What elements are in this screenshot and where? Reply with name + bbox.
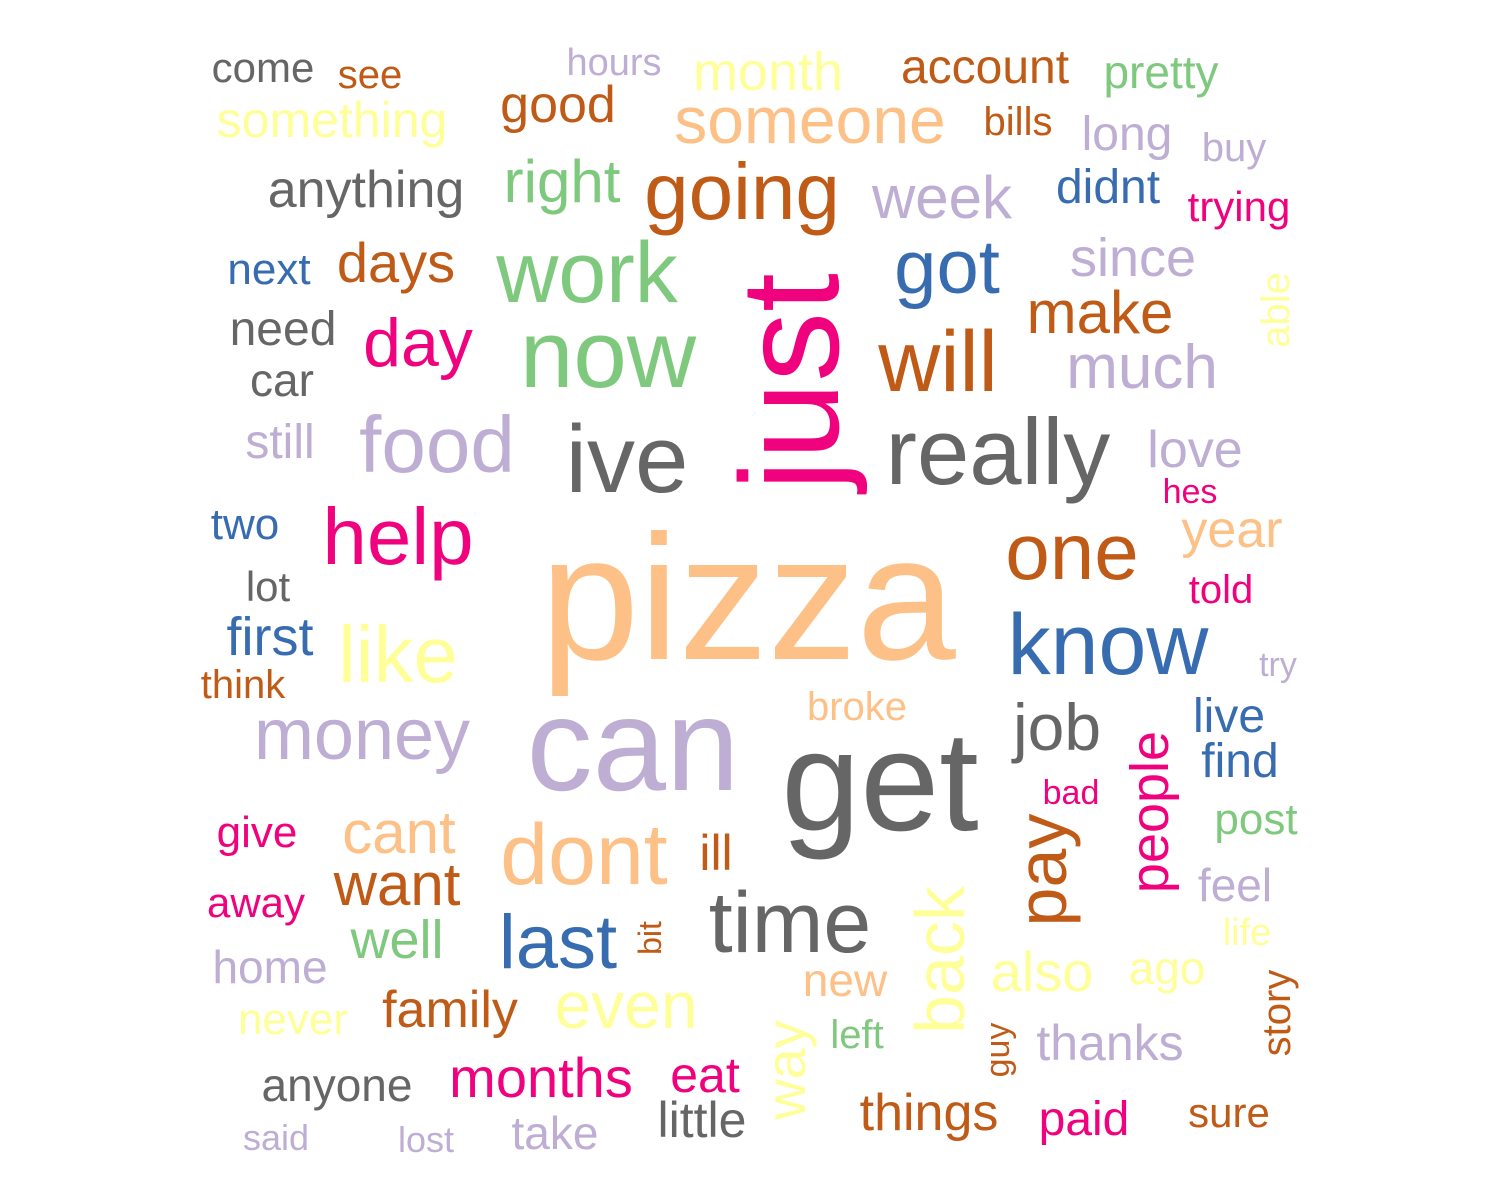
word-job: job <box>1012 690 1102 764</box>
word-day: day <box>363 305 473 381</box>
word-pretty: pretty <box>1103 46 1219 98</box>
word-home: home <box>212 941 328 993</box>
word-pay: pay <box>1003 813 1081 927</box>
word-got: got <box>894 225 1000 310</box>
word-way: way <box>754 1020 817 1120</box>
word-trying: trying <box>1187 183 1291 230</box>
word-ago: ago <box>1128 942 1206 994</box>
word-story: story <box>1255 969 1299 1057</box>
word-come: come <box>211 44 315 91</box>
word-eat: eat <box>670 1047 740 1103</box>
word-much: much <box>1066 333 1218 402</box>
word-left: left <box>830 1013 884 1057</box>
word-lot: lot <box>245 563 291 610</box>
word-car: car <box>250 354 314 406</box>
word-sure: sure <box>1188 1089 1270 1136</box>
word-post: post <box>1214 795 1298 844</box>
word-one: one <box>1005 507 1139 596</box>
word-really: really <box>885 399 1111 504</box>
word-away: away <box>206 879 306 926</box>
word-work: work <box>496 225 678 321</box>
word-see: see <box>337 53 403 97</box>
word-bit: bit <box>632 921 668 955</box>
word-also: also <box>990 940 1094 1003</box>
word-two: two <box>210 500 280 549</box>
word-dont: dont <box>500 807 668 903</box>
word-get: get <box>781 702 979 861</box>
word-people: people <box>1120 730 1180 894</box>
word-food: food <box>359 400 515 489</box>
word-even: even <box>554 968 698 1042</box>
word-things: things <box>859 1084 999 1142</box>
word-just: just <box>711 273 868 491</box>
word-bad: bad <box>1042 774 1100 812</box>
word-make: make <box>1026 279 1174 346</box>
word-live: live <box>1192 690 1266 743</box>
word-hes: hes <box>1162 473 1218 511</box>
word-guy: guy <box>979 1022 1017 1078</box>
word-will: will <box>878 314 998 410</box>
word-like: like <box>337 610 459 699</box>
word-right: right <box>503 148 621 215</box>
word-ill: ill <box>699 825 733 881</box>
word-want: want <box>333 851 461 918</box>
word-buy: buy <box>1201 126 1267 170</box>
word-first: first <box>226 607 314 667</box>
word-know: know <box>1007 597 1209 693</box>
word-months: months <box>449 1046 633 1109</box>
word-someone: someone <box>674 83 946 157</box>
word-year: year <box>1181 501 1283 559</box>
word-feel: feel <box>1197 859 1273 911</box>
word-find: find <box>1201 735 1279 788</box>
word-long: long <box>1081 108 1173 161</box>
word-bills: bills <box>983 100 1053 144</box>
word-well: well <box>350 910 444 970</box>
word-account: account <box>900 41 1070 94</box>
word-month: month <box>692 42 844 102</box>
word-time: time <box>708 875 872 971</box>
word-new: new <box>802 954 888 1006</box>
word-cant: cant <box>342 799 456 866</box>
word-told: told <box>1188 568 1254 612</box>
word-help: help <box>322 492 474 581</box>
word-think: think <box>200 663 286 707</box>
word-never: never <box>237 995 349 1044</box>
word-week: week <box>871 164 1013 231</box>
word-take: take <box>511 1107 599 1159</box>
word-since: since <box>1069 228 1197 288</box>
word-paid: paid <box>1038 1093 1130 1146</box>
word-now: now <box>519 301 697 408</box>
word-next: next <box>227 245 311 294</box>
word-anything: anything <box>267 161 465 219</box>
word-going: going <box>644 147 840 236</box>
word-able: able <box>1254 272 1298 348</box>
word-need: need <box>229 303 337 356</box>
word-something: something <box>216 92 448 148</box>
word-love: love <box>1147 421 1243 479</box>
word-ive: ive <box>565 406 689 513</box>
word-little: little <box>657 1092 747 1148</box>
word-good: good <box>500 76 616 134</box>
word-family: family <box>382 981 518 1039</box>
word-thanks: thanks <box>1036 1015 1184 1071</box>
word-anyone: anyone <box>261 1059 413 1111</box>
word-hours: hours <box>566 42 662 84</box>
word-didnt: didnt <box>1055 161 1161 214</box>
word-life: life <box>1222 912 1272 954</box>
word-try: try <box>1259 646 1297 684</box>
word-give: give <box>216 808 298 857</box>
word-still: still <box>245 416 315 469</box>
word-broke: broke <box>806 685 908 729</box>
word-pizza: pizza <box>540 498 956 697</box>
word-back: back <box>901 886 979 1034</box>
word-money: money <box>253 695 471 775</box>
word-last: last <box>498 900 618 985</box>
word-said: said <box>242 1117 310 1158</box>
word-can: can <box>526 671 740 818</box>
word-lost: lost <box>397 1119 455 1160</box>
word-days: days <box>336 231 456 294</box>
